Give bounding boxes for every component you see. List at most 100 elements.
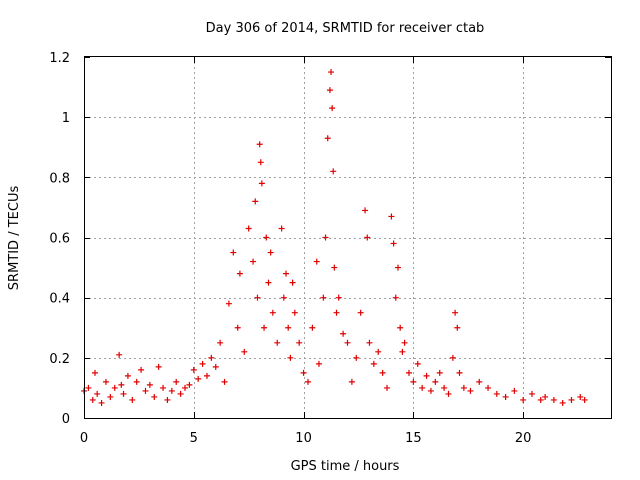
data-point [155, 363, 162, 370]
data-point [234, 324, 241, 331]
data-point [283, 270, 290, 277]
data-point [388, 213, 395, 220]
data-point [423, 372, 430, 379]
data-point [330, 168, 337, 175]
y-axis-label: SRMTID / TECUs [7, 186, 22, 291]
data-point [452, 309, 459, 316]
data-point [118, 381, 125, 388]
data-point [186, 381, 193, 388]
data-point [344, 339, 351, 346]
data-point [151, 393, 158, 400]
data-point [160, 384, 167, 391]
data-point [254, 294, 261, 301]
data-point [357, 309, 364, 316]
data-point [581, 396, 588, 403]
chart-title: Day 306 of 2014, SRMTID for receiver cta… [206, 21, 485, 36]
data-point [287, 354, 294, 361]
x-tick-label: 10 [295, 431, 312, 446]
data-point [261, 324, 268, 331]
y-tick-label: 0.6 [49, 232, 70, 247]
data-point [419, 384, 426, 391]
data-point [537, 396, 544, 403]
data-point [208, 354, 215, 361]
data-point [85, 384, 92, 391]
data-point [182, 384, 189, 391]
data-point [392, 294, 399, 301]
data-point [436, 369, 443, 376]
data-point [427, 387, 434, 394]
data-point [245, 225, 252, 232]
data-point [263, 234, 270, 241]
data-point [348, 378, 355, 385]
data-point [257, 159, 264, 166]
data-point [296, 339, 303, 346]
data-point [366, 339, 373, 346]
data-point [364, 234, 371, 241]
data-point [142, 387, 149, 394]
data-point [390, 240, 397, 247]
data-point [168, 387, 175, 394]
data-point [384, 384, 391, 391]
data-point [111, 384, 118, 391]
data-point [120, 390, 127, 397]
x-tick-label: 15 [405, 431, 422, 446]
data-point [550, 396, 557, 403]
data-point [300, 369, 307, 376]
data-point [375, 348, 382, 355]
data-point [236, 270, 243, 277]
data-point [291, 309, 298, 316]
data-point [445, 390, 452, 397]
x-tick-label: 0 [80, 431, 88, 446]
data-point [309, 324, 316, 331]
y-tick-label: 1 [62, 111, 70, 126]
plot-frame [84, 56, 612, 419]
data-point [304, 378, 311, 385]
data-point [89, 396, 96, 403]
data-point [225, 300, 232, 307]
data-point [542, 393, 549, 400]
data-point [212, 363, 219, 370]
data-point [274, 339, 281, 346]
data-point [362, 207, 369, 214]
data-point [333, 309, 340, 316]
data-point [353, 354, 360, 361]
data-point [129, 396, 136, 403]
data-point [289, 279, 296, 286]
y-tick-label: 0.4 [49, 292, 70, 307]
data-point [203, 372, 210, 379]
data-point [230, 249, 237, 256]
data-point [124, 372, 131, 379]
data-point [432, 378, 439, 385]
data-point [559, 399, 566, 406]
data-point [405, 369, 412, 376]
data-point [460, 384, 467, 391]
data-point [278, 225, 285, 232]
data-point [98, 399, 105, 406]
data-point [467, 387, 474, 394]
data-point [322, 234, 329, 241]
data-point [102, 378, 109, 385]
data-point [217, 339, 224, 346]
data-point [502, 393, 509, 400]
data-point [91, 369, 98, 376]
data-point [414, 360, 421, 367]
data-point [190, 366, 197, 373]
data-point [265, 279, 272, 286]
data-point [241, 348, 248, 355]
data-point [511, 387, 518, 394]
data-point [401, 339, 408, 346]
data-point [320, 294, 327, 301]
data-point [116, 351, 123, 358]
y-tick-label: 0.2 [49, 352, 70, 367]
y-tick-label: 0 [62, 412, 70, 427]
data-point [146, 381, 153, 388]
x-tick-labels: 0 5 10 15 20 [80, 431, 532, 446]
data-point [397, 324, 404, 331]
data-point [528, 390, 535, 397]
data-point [195, 375, 202, 382]
data-point [252, 198, 259, 205]
data-point [340, 330, 347, 337]
y-tick-label: 1.2 [49, 51, 70, 66]
data-point [395, 264, 402, 271]
